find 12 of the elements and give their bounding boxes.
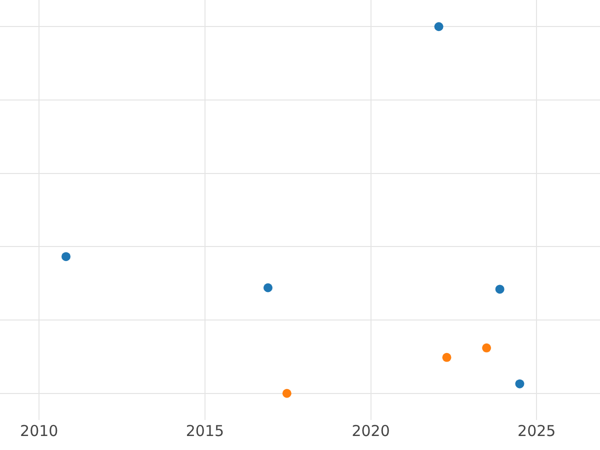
point — [62, 252, 70, 262]
point — [442, 352, 452, 362]
point — [495, 284, 504, 294]
x-tick-label: 2020 — [352, 422, 390, 440]
x-tick-label: 2010 — [20, 422, 58, 440]
point — [434, 22, 444, 32]
point — [515, 379, 524, 388]
x-tick-label: 2015 — [186, 422, 224, 440]
point — [263, 283, 272, 292]
point — [282, 388, 292, 398]
point — [482, 343, 492, 352]
x-tick-label: 2025 — [518, 422, 556, 440]
